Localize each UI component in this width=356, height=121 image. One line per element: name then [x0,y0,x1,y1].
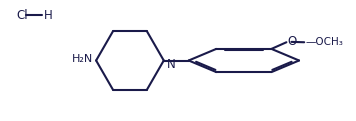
Text: —OCH₃: —OCH₃ [306,37,344,47]
Text: O: O [288,34,297,48]
Text: H: H [44,9,53,22]
Text: N: N [167,58,176,71]
Text: Cl: Cl [16,9,28,22]
Text: H₂N: H₂N [72,54,93,64]
